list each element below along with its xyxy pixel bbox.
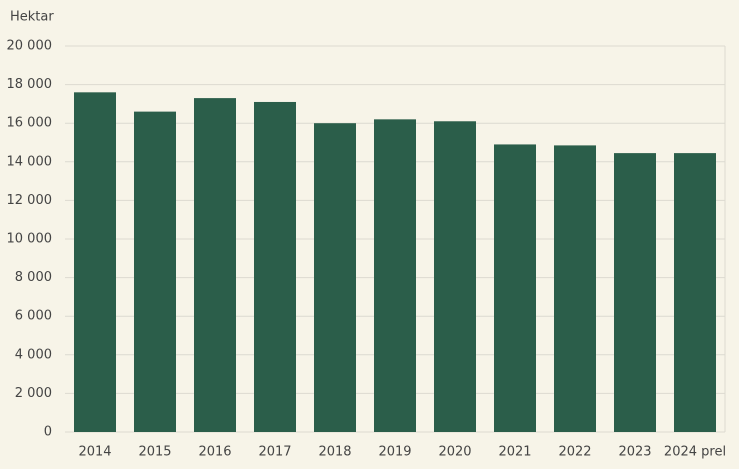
bar — [74, 92, 116, 432]
bar — [674, 153, 716, 433]
y-axis-title: Hektar — [10, 10, 54, 25]
x-tick-label: 2019 — [378, 445, 411, 460]
x-tick-label: 2022 — [558, 445, 591, 460]
bar — [554, 145, 596, 432]
y-tick-label: 4 000 — [15, 347, 52, 362]
x-tick-label: 2017 — [258, 445, 291, 460]
bar — [134, 111, 176, 433]
x-tick-label: 2018 — [318, 445, 351, 460]
y-tick-label: 10 000 — [7, 232, 53, 247]
bar — [254, 101, 296, 432]
y-tick-label: 14 000 — [7, 154, 53, 169]
y-tick-label: 2 000 — [15, 386, 52, 401]
y-tick-label: 18 000 — [7, 77, 53, 92]
x-tick-label: 2016 — [198, 445, 231, 460]
x-tick-label: 2020 — [438, 445, 471, 460]
y-tick-label: 6 000 — [15, 309, 52, 324]
x-tick-label: 2015 — [138, 445, 171, 460]
x-tick-label: 2023 — [618, 445, 651, 460]
bar — [194, 98, 236, 433]
y-tick-label: 8 000 — [15, 270, 52, 285]
y-tick-label: 12 000 — [7, 193, 53, 208]
bar — [614, 153, 656, 433]
y-tick-label: 0 — [44, 425, 52, 440]
bar — [494, 144, 536, 432]
x-tick-label: 2014 — [78, 445, 111, 460]
x-tick-label: 2021 — [498, 445, 531, 460]
x-tick-label: 2024 prel — [664, 445, 726, 460]
y-tick-label: 20 000 — [7, 39, 53, 54]
bar — [374, 119, 416, 432]
bar — [434, 121, 476, 433]
bar — [314, 123, 356, 432]
y-tick-label: 16 000 — [7, 116, 53, 131]
